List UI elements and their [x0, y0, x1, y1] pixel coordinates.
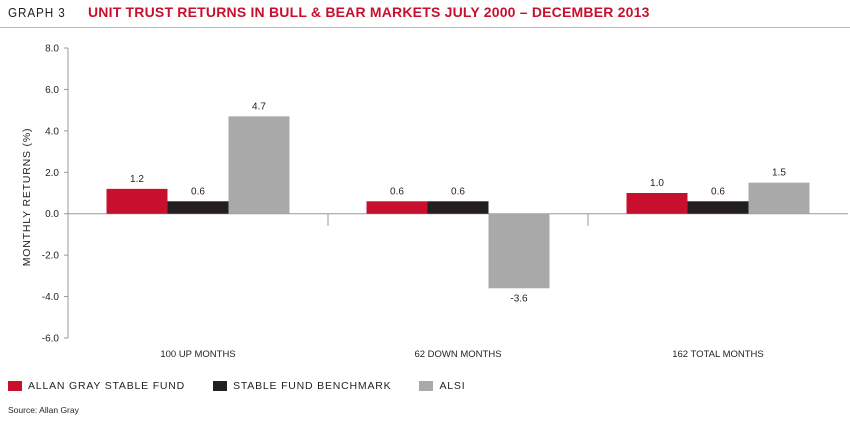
x-category-label: 162 TOTAL MONTHS	[672, 349, 764, 360]
y-tick-label: 4.0	[45, 126, 59, 137]
chart-title: UNIT TRUST RETURNS IN BULL & BEAR MARKET…	[88, 4, 650, 20]
bar	[366, 201, 428, 214]
data-label: 0.6	[191, 186, 205, 197]
y-tick-label: -2.0	[42, 251, 60, 262]
bar	[427, 201, 489, 214]
legend-swatch-benchmark	[213, 381, 228, 391]
header-rule	[0, 27, 850, 28]
data-label: 0.6	[451, 186, 465, 197]
y-tick-label: 2.0	[45, 168, 59, 179]
legend-swatch-alsi	[419, 381, 434, 391]
y-tick-label: 6.0	[45, 85, 59, 96]
legend-swatch-stable-fund	[8, 381, 22, 391]
legend-item-benchmark: STABLE FUND BENCHMARK	[213, 380, 391, 392]
x-category-label: 62 DOWN MONTHS	[414, 349, 501, 360]
legend-label-stable-fund: ALLAN GRAY STABLE FUND	[28, 380, 186, 392]
data-label: 0.6	[390, 186, 404, 197]
bar	[106, 188, 168, 214]
data-label: 1.0	[650, 178, 664, 189]
y-tick-label: 0.0	[45, 209, 59, 220]
legend: ALLAN GRAY STABLE FUND STABLE FUND BENCH…	[8, 380, 493, 392]
graph-number: GRAPH 3	[8, 5, 66, 20]
legend-label-alsi: ALSI	[439, 380, 466, 392]
legend-item-alsi: ALSI	[419, 380, 465, 392]
chart-header: GRAPH 3 UNIT TRUST RETURNS IN BULL & BEA…	[0, 0, 850, 30]
y-tick-label: -6.0	[42, 334, 60, 345]
y-tick-label: -4.0	[42, 292, 60, 303]
source-note: Source: Allan Gray	[8, 405, 79, 415]
legend-item-stable-fund: ALLAN GRAY STABLE FUND	[8, 380, 185, 392]
y-axis-title: MONTHLY RETURNS (%)	[21, 128, 33, 266]
bar	[748, 182, 810, 214]
x-category-label: 100 UP MONTHS	[160, 349, 235, 360]
data-label: 1.2	[130, 174, 144, 185]
bar	[687, 201, 749, 214]
bar	[228, 116, 290, 214]
bar	[167, 201, 229, 214]
data-label: -3.6	[510, 293, 528, 304]
data-label: 1.5	[772, 168, 786, 179]
data-label: 4.7	[252, 101, 266, 112]
legend-label-benchmark: STABLE FUND BENCHMARK	[233, 380, 392, 392]
bar	[488, 213, 550, 289]
y-tick-label: 8.0	[45, 44, 59, 55]
data-label: 0.6	[711, 186, 725, 197]
bar	[626, 193, 688, 214]
